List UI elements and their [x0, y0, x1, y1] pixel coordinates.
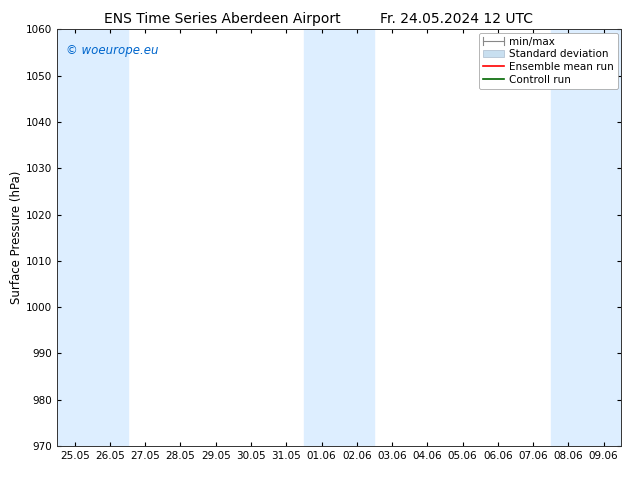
- Bar: [551, 29, 621, 446]
- Legend: min/max, Standard deviation, Ensemble mean run, Controll run: min/max, Standard deviation, Ensemble me…: [479, 32, 618, 89]
- Bar: [304, 29, 375, 446]
- Y-axis label: Surface Pressure (hPa): Surface Pressure (hPa): [10, 171, 23, 304]
- Text: © woeurope.eu: © woeurope.eu: [65, 44, 158, 57]
- Bar: [57, 29, 127, 446]
- Text: ENS Time Series Aberdeen Airport: ENS Time Series Aberdeen Airport: [103, 12, 340, 26]
- Text: Fr. 24.05.2024 12 UTC: Fr. 24.05.2024 12 UTC: [380, 12, 533, 26]
